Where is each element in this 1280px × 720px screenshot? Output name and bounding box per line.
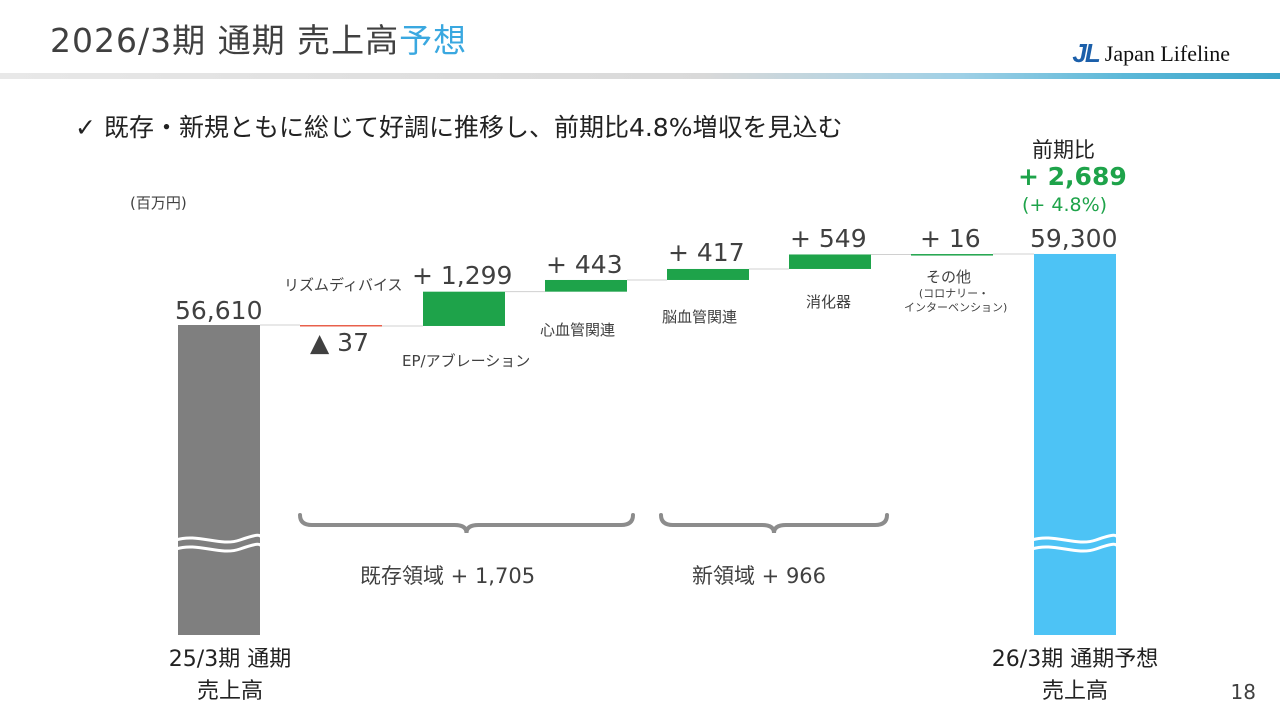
bar-step-4 (667, 268, 749, 280)
category-label-neuro: 脳血管関連 (662, 308, 738, 326)
bar-step-3 (545, 279, 627, 292)
step-delta-cardio: + 443 (546, 250, 623, 279)
step-delta-rhythm: ▲ 37 (310, 328, 369, 357)
end-bar-label-1: 26/3期 通期予想 (991, 647, 1159, 672)
bracket-new (659, 513, 889, 534)
category-sublabel-other-1: (コロナリー・ (918, 287, 990, 300)
end-value-label: 59,300 (1030, 224, 1118, 253)
step-delta-other: + 16 (920, 224, 981, 253)
header-divider (0, 73, 1280, 79)
category-label-rhythm: リズムディバイス (284, 276, 403, 294)
yoy-heading: 前期比 (1032, 138, 1095, 162)
yoy-value: + 2,689 (1018, 162, 1127, 191)
company-logo: JL Japan Lifeline (1072, 38, 1230, 69)
start-value-label: 56,610 (175, 296, 263, 325)
headline: ✓ 既存・新規ともに総じて好調に推移し、前期比4.8%増収を見込む (75, 108, 842, 144)
end-bar-label: 26/3期 通期予想 売上高 (960, 644, 1190, 708)
category-sublabel-other: (コロナリー・ インターベンション) (904, 287, 1008, 315)
logo-mark: JL (1072, 38, 1100, 68)
page-title: 2026/3期 通期 売上高予想 (50, 14, 467, 62)
axis-break-start-1 (175, 533, 264, 544)
category-label-other: その他 (926, 268, 972, 286)
unit-label: (百万円) (130, 194, 187, 212)
start-bar-label-1: 25/3期 通期 (168, 647, 292, 672)
logo-text: Japan Lifeline (1104, 40, 1230, 66)
yoy-percent: (+ 4.8%) (1022, 194, 1108, 216)
axis-break-start-2 (175, 542, 264, 553)
bracket-existing (298, 513, 635, 534)
page-number: 18 (1230, 680, 1256, 704)
bar-step-5 (789, 254, 871, 269)
group-label-new: 新領域 + 966 (692, 564, 827, 588)
title-accent: 予想 (399, 21, 468, 60)
category-label-gi: 消化器 (806, 293, 852, 311)
category-sublabel-other-2: インターベンション) (904, 301, 1008, 314)
step-delta-ep: + 1,299 (412, 261, 513, 290)
bar-step-6 (911, 254, 993, 256)
start-bar-label-2: 売上高 (196, 679, 263, 704)
start-bar-label: 25/3期 通期 売上高 (130, 644, 330, 708)
axis-break-end-2 (1031, 542, 1120, 553)
category-label-cardio: 心血管関連 (540, 321, 616, 339)
bar-end (1034, 253, 1116, 635)
bar-start (178, 325, 260, 635)
title-main: 2026/3期 通期 売上高 (50, 21, 400, 60)
axis-break-end-1 (1031, 533, 1120, 544)
end-bar-label-2: 売上高 (1041, 679, 1108, 704)
headline-text: 既存・新規ともに総じて好調に推移し、前期比4.8%増収を見込む (103, 113, 843, 142)
category-label-ep: EP/アブレーション (402, 352, 531, 370)
step-delta-gi: + 549 (790, 224, 867, 253)
bar-step-1 (300, 325, 382, 327)
step-delta-neuro: + 417 (668, 238, 745, 267)
checkmark-icon: ✓ (75, 113, 96, 142)
bar-step-2 (423, 291, 505, 326)
group-label-existing: 既存領域 + 1,705 (360, 564, 536, 588)
